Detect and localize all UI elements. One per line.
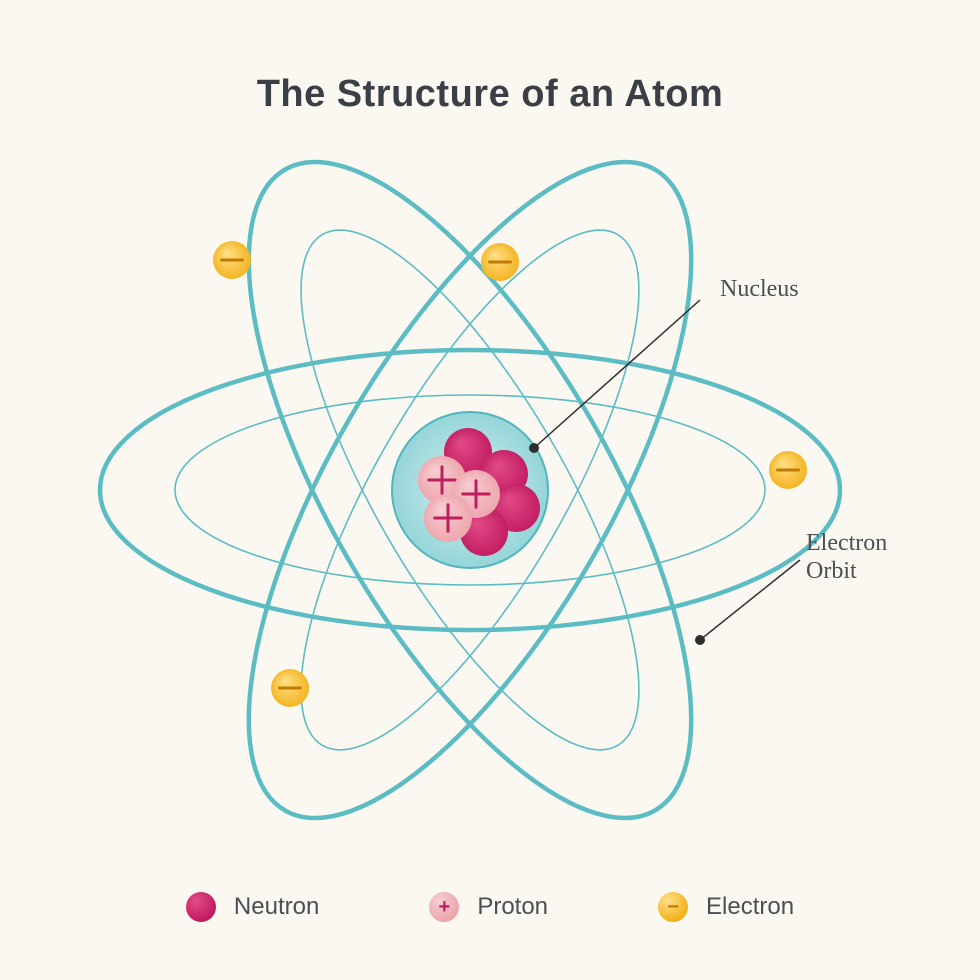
- atom-diagram: The Structure of an Atom Nucleus Electro…: [0, 0, 980, 980]
- callout-orbit-label: Electron Orbit: [806, 530, 887, 585]
- callout-nucleus-label: Nucleus: [720, 276, 799, 304]
- legend-label: Neutron: [234, 893, 319, 921]
- callout-orbit-line2: Orbit: [806, 558, 857, 584]
- legend-item-neutron: Neutron: [186, 892, 319, 922]
- diagram-title: The Structure of an Atom: [0, 73, 980, 116]
- legend-item-electron: −Electron: [658, 892, 794, 922]
- neutron-swatch-icon: [186, 892, 216, 922]
- electron-swatch-icon: −: [658, 892, 688, 922]
- legend: Neutron + Proton −Electron: [0, 892, 980, 922]
- legend-label: Proton: [477, 893, 548, 921]
- legend-item-proton: + Proton: [429, 892, 548, 922]
- atom-svg: [0, 0, 980, 980]
- callout-line: [700, 560, 800, 640]
- proton-swatch-icon: +: [429, 892, 459, 922]
- legend-label: Electron: [706, 893, 794, 921]
- callout-orbit-line1: Electron: [806, 530, 887, 556]
